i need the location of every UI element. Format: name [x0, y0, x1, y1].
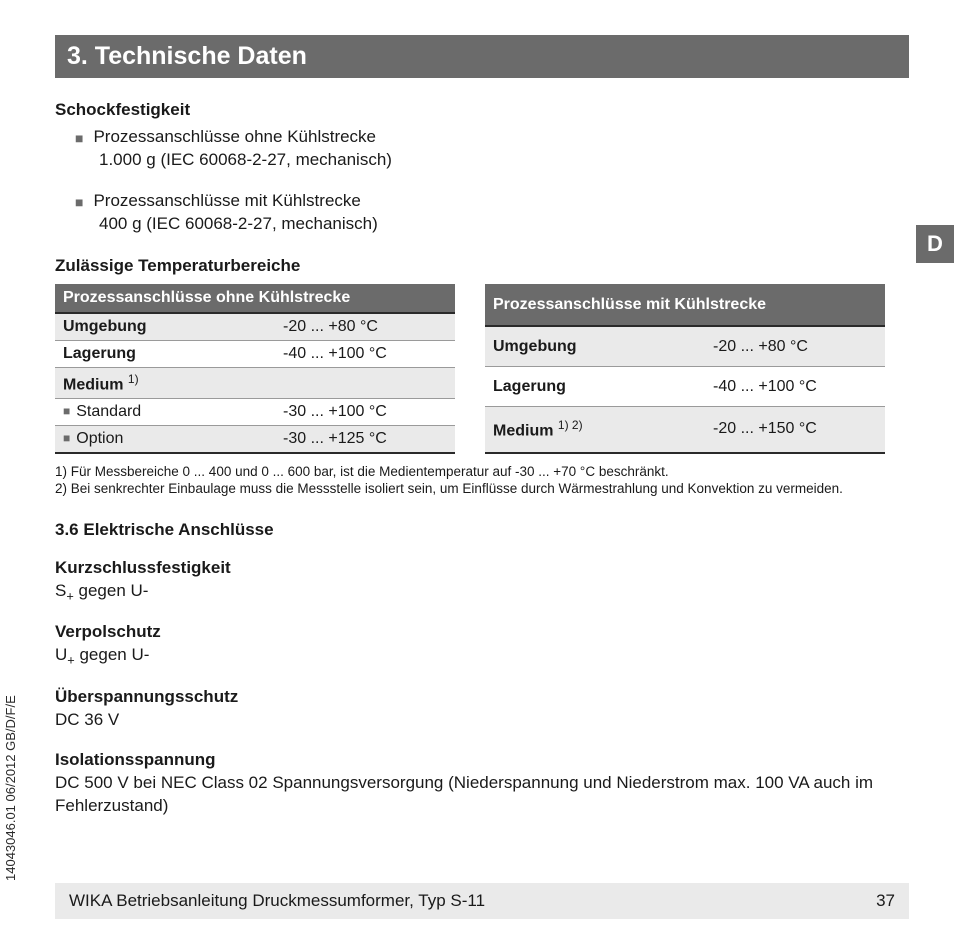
document-id-vertical: 14043046.01 06/2012 GB/D/F/E	[3, 695, 18, 881]
table-row: Umgebung-20 ... +80 °C	[55, 313, 455, 341]
footnotes: 1) Für Messbereiche 0 ... 400 und 0 ... …	[55, 464, 909, 498]
bullet-text: 1.000 g (IEC 60068-2-27, mechanisch)	[99, 149, 909, 172]
page-number: 37	[876, 891, 895, 911]
row-label: ■Option	[55, 426, 275, 454]
spec-value: S+ gegen U-	[55, 580, 909, 605]
table-header: Prozessanschlüsse mit Kühlstrecke	[485, 284, 885, 327]
footnote: 1) Für Messbereiche 0 ... 400 und 0 ... …	[55, 464, 909, 481]
row-value	[275, 367, 455, 398]
bullet-item: ■ Prozessanschlüsse mit Kühlstrecke400 g …	[75, 190, 909, 236]
temp-table-left: Prozessanschlüsse ohne Kühlstrecke Umgeb…	[55, 284, 455, 454]
row-value: -20 ... +150 °C	[705, 406, 885, 453]
row-value: -30 ... +100 °C	[275, 399, 455, 426]
row-value: -40 ... +100 °C	[705, 367, 885, 407]
spec-value: DC 500 V bei NEC Class 02 Spannungsverso…	[55, 772, 909, 818]
footnote: 2) Bei senkrechter Einbaulage muss die M…	[55, 481, 909, 498]
spec-value: U+ gegen U-	[55, 644, 909, 669]
table-row: ■Standard-30 ... +100 °C	[55, 399, 455, 426]
row-label: Medium 1)	[55, 367, 275, 398]
table-header: Prozessanschlüsse ohne Kühlstrecke	[55, 284, 455, 313]
spec-value: DC 36 V	[55, 709, 909, 732]
table-row: ■Option-30 ... +125 °C	[55, 426, 455, 454]
spec-item: IsolationsspannungDC 500 V bei NEC Class…	[55, 750, 909, 818]
row-label: Lagerung	[55, 340, 275, 367]
sec36-heading: 3.6 Elektrische Anschlüsse	[55, 520, 909, 540]
temp-heading: Zulässige Temperaturbereiche	[55, 256, 909, 276]
row-value: -30 ... +125 °C	[275, 426, 455, 454]
spec-item: VerpolschutzU+ gegen U-	[55, 622, 909, 669]
language-tab: D	[916, 225, 954, 263]
row-label: Umgebung	[55, 313, 275, 341]
bullet-item: ■ Prozessanschlüsse ohne Kühlstrecke1.000…	[75, 126, 909, 172]
row-value: -20 ... +80 °C	[705, 326, 885, 366]
footer-text: WIKA Betriebsanleitung Druckmessumformer…	[69, 891, 485, 911]
shock-section: Schockfestigkeit ■ Prozessanschlüsse ohne…	[55, 100, 909, 236]
square-bullet-icon: ■	[75, 190, 83, 213]
section-3-6: 3.6 Elektrische Anschlüsse Kurzschlussfe…	[55, 520, 909, 818]
table-row: Lagerung-40 ... +100 °C	[485, 367, 885, 407]
row-label: ■Standard	[55, 399, 275, 426]
spec-label: Kurzschlussfestigkeit	[55, 558, 909, 578]
temp-table-right: Prozessanschlüsse mit Kühlstrecke Umgebu…	[485, 284, 885, 454]
footer-bar: WIKA Betriebsanleitung Druckmessumformer…	[55, 883, 909, 919]
table-row: Lagerung-40 ... +100 °C	[55, 340, 455, 367]
spec-label: Isolationsspannung	[55, 750, 909, 770]
table-row: Medium 1) 2)-20 ... +150 °C	[485, 406, 885, 453]
square-bullet-icon: ■	[63, 404, 70, 418]
bullet-text: 400 g (IEC 60068-2-27, mechanisch)	[99, 213, 909, 236]
row-value: -40 ... +100 °C	[275, 340, 455, 367]
square-bullet-icon: ■	[63, 431, 70, 445]
spec-label: Verpolschutz	[55, 622, 909, 642]
table-row: Medium 1)	[55, 367, 455, 398]
spec-item: ÜberspannungsschutzDC 36 V	[55, 687, 909, 732]
row-label: Medium 1) 2)	[485, 406, 705, 453]
bullet-text: Prozessanschlüsse ohne Kühlstrecke	[93, 126, 376, 149]
row-value: -20 ... +80 °C	[275, 313, 455, 341]
square-bullet-icon: ■	[75, 126, 83, 149]
table-row: Umgebung-20 ... +80 °C	[485, 326, 885, 366]
temp-tables: Prozessanschlüsse ohne Kühlstrecke Umgeb…	[55, 284, 909, 454]
shock-heading: Schockfestigkeit	[55, 100, 909, 120]
row-label: Umgebung	[485, 326, 705, 366]
spec-item: KurzschlussfestigkeitS+ gegen U-	[55, 558, 909, 605]
section-header: 3. Technische Daten	[55, 35, 909, 78]
row-label: Lagerung	[485, 367, 705, 407]
spec-label: Überspannungsschutz	[55, 687, 909, 707]
bullet-text: Prozessanschlüsse mit Kühlstrecke	[93, 190, 360, 213]
